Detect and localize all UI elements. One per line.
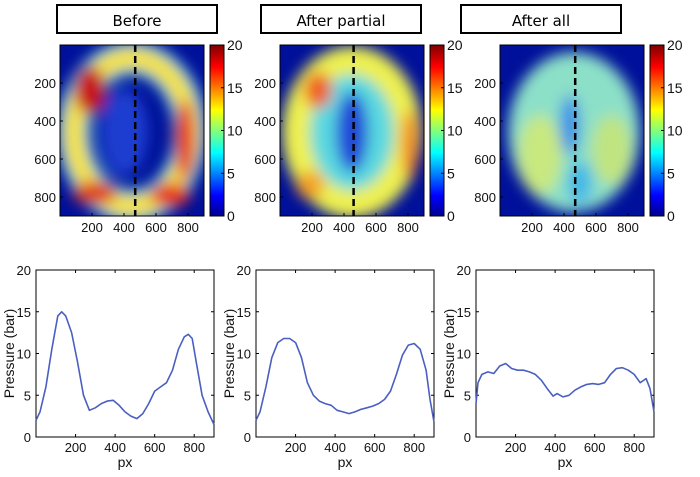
y-tick-label: 600 <box>34 152 56 167</box>
y-tick-label: 10 <box>457 347 471 362</box>
y-tick-label: 5 <box>24 388 31 403</box>
colorbar-tick-label: 0 <box>447 208 455 224</box>
y-tick-label: 20 <box>457 263 471 278</box>
y-axis-label: Pressure (bar) <box>1 309 17 398</box>
y-tick-label: 200 <box>474 76 496 91</box>
line-chart-2: 200 400 600 800 0 5 10 15 20 px Pressure (bar) <box>221 263 435 470</box>
x-tick-label: 400 <box>113 220 135 235</box>
y-tick-label: 15 <box>457 305 471 320</box>
x-tick-label: 600 <box>145 220 167 235</box>
x-tick-label: 800 <box>397 220 419 235</box>
heatmap-frame <box>279 44 425 217</box>
x-tick-label: 600 <box>584 440 606 455</box>
colorbar-tick-label: 10 <box>447 123 463 139</box>
pressure-line <box>35 310 215 425</box>
y-tick-label: 15 <box>237 305 251 320</box>
y-tick-label: 800 <box>34 190 56 205</box>
y-tick-label: 20 <box>17 263 31 278</box>
y-axis-label: Pressure (bar) <box>441 309 457 398</box>
x-tick-label: 200 <box>301 220 323 235</box>
x-tick-label: 400 <box>333 220 355 235</box>
y-tick-label: 0 <box>24 430 31 445</box>
x-axis-label: px <box>338 454 353 470</box>
x-tick-label: 800 <box>183 440 205 455</box>
y-tick-label: 5 <box>464 388 471 403</box>
colorbar-tick-label: 15 <box>227 80 243 96</box>
colorbar-tick-label: 10 <box>667 123 683 139</box>
x-tick-label: 200 <box>505 440 527 455</box>
x-tick-label: 800 <box>177 220 199 235</box>
x-tick-label: 800 <box>623 440 645 455</box>
heatmap-frame <box>499 44 645 217</box>
y-tick-label: 800 <box>254 190 276 205</box>
y-tick-label: 400 <box>34 114 56 129</box>
y-tick-label: 200 <box>34 76 56 91</box>
colorbar-tick-label: 5 <box>447 165 455 181</box>
x-axis-label: px <box>118 454 133 470</box>
y-tick-label: 10 <box>17 347 31 362</box>
plot-frame <box>475 269 655 438</box>
y-tick-label: 0 <box>464 430 471 445</box>
line-chart-1: 200 400 600 800 0 5 10 15 20 px Pressure (bar) <box>1 263 215 470</box>
x-tick-label: 800 <box>617 220 639 235</box>
x-tick-label: 600 <box>585 220 607 235</box>
panel-title-before: Before <box>56 4 218 34</box>
heatmap-1: 200 400 600 800 200 400 600 800 0 5 10 15 20 <box>34 37 242 235</box>
y-tick-label: 400 <box>474 114 496 129</box>
y-tick-label: 600 <box>254 152 276 167</box>
y-tick-label: 10 <box>237 347 251 362</box>
colorbar-tick-label: 0 <box>667 208 675 224</box>
colorbar-tick-label: 5 <box>227 165 235 181</box>
panel-title-after-all: After all <box>460 4 622 34</box>
x-tick-label: 400 <box>553 220 575 235</box>
x-axis-label: px <box>558 454 573 470</box>
line-chart-3: 200 400 600 800 0 5 10 15 20 px Pressure (bar) <box>441 263 655 470</box>
y-tick-label: 15 <box>17 305 31 320</box>
x-tick-label: 200 <box>65 440 87 455</box>
y-tick-label: 800 <box>474 190 496 205</box>
plot-frame <box>35 269 215 438</box>
x-tick-label: 200 <box>285 440 307 455</box>
x-tick-label: 400 <box>324 440 346 455</box>
x-tick-label: 600 <box>144 440 166 455</box>
x-tick-label: 200 <box>521 220 543 235</box>
y-tick-label: 20 <box>237 263 251 278</box>
x-tick-label: 600 <box>364 440 386 455</box>
y-tick-label: 200 <box>254 76 276 91</box>
y-tick-label: 5 <box>244 388 251 403</box>
x-tick-label: 200 <box>81 220 103 235</box>
heatmap-2: 200 400 600 800 200 400 600 800 0 5 10 15 20 <box>254 37 462 235</box>
pressure-line <box>255 337 435 423</box>
y-axis-label: Pressure (bar) <box>221 309 237 398</box>
colorbar-tick-label: 20 <box>447 37 463 53</box>
colorbar-tick-label: 20 <box>227 37 243 53</box>
x-tick-label: 400 <box>104 440 126 455</box>
heatmap-frame <box>59 44 205 217</box>
y-tick-label: 400 <box>254 114 276 129</box>
colorbar-tick-label: 15 <box>447 80 463 96</box>
y-tick-label: 0 <box>244 430 251 445</box>
x-tick-label: 800 <box>403 440 425 455</box>
colorbar-tick-label: 5 <box>667 165 675 181</box>
panel-title-after-partial: After partial <box>260 4 422 34</box>
x-tick-label: 600 <box>365 220 387 235</box>
y-tick-label: 600 <box>474 152 496 167</box>
colorbar-tick-label: 15 <box>667 80 683 96</box>
heatmap-3: 200 400 600 800 200 400 600 800 0 5 10 15 20 <box>474 37 682 235</box>
pressure-line <box>475 362 655 413</box>
colorbar-tick-label: 20 <box>667 37 683 53</box>
colorbar-tick-label: 0 <box>227 208 235 224</box>
plot-frame <box>255 269 435 438</box>
x-tick-label: 400 <box>544 440 566 455</box>
colorbar-tick-label: 10 <box>227 123 243 139</box>
